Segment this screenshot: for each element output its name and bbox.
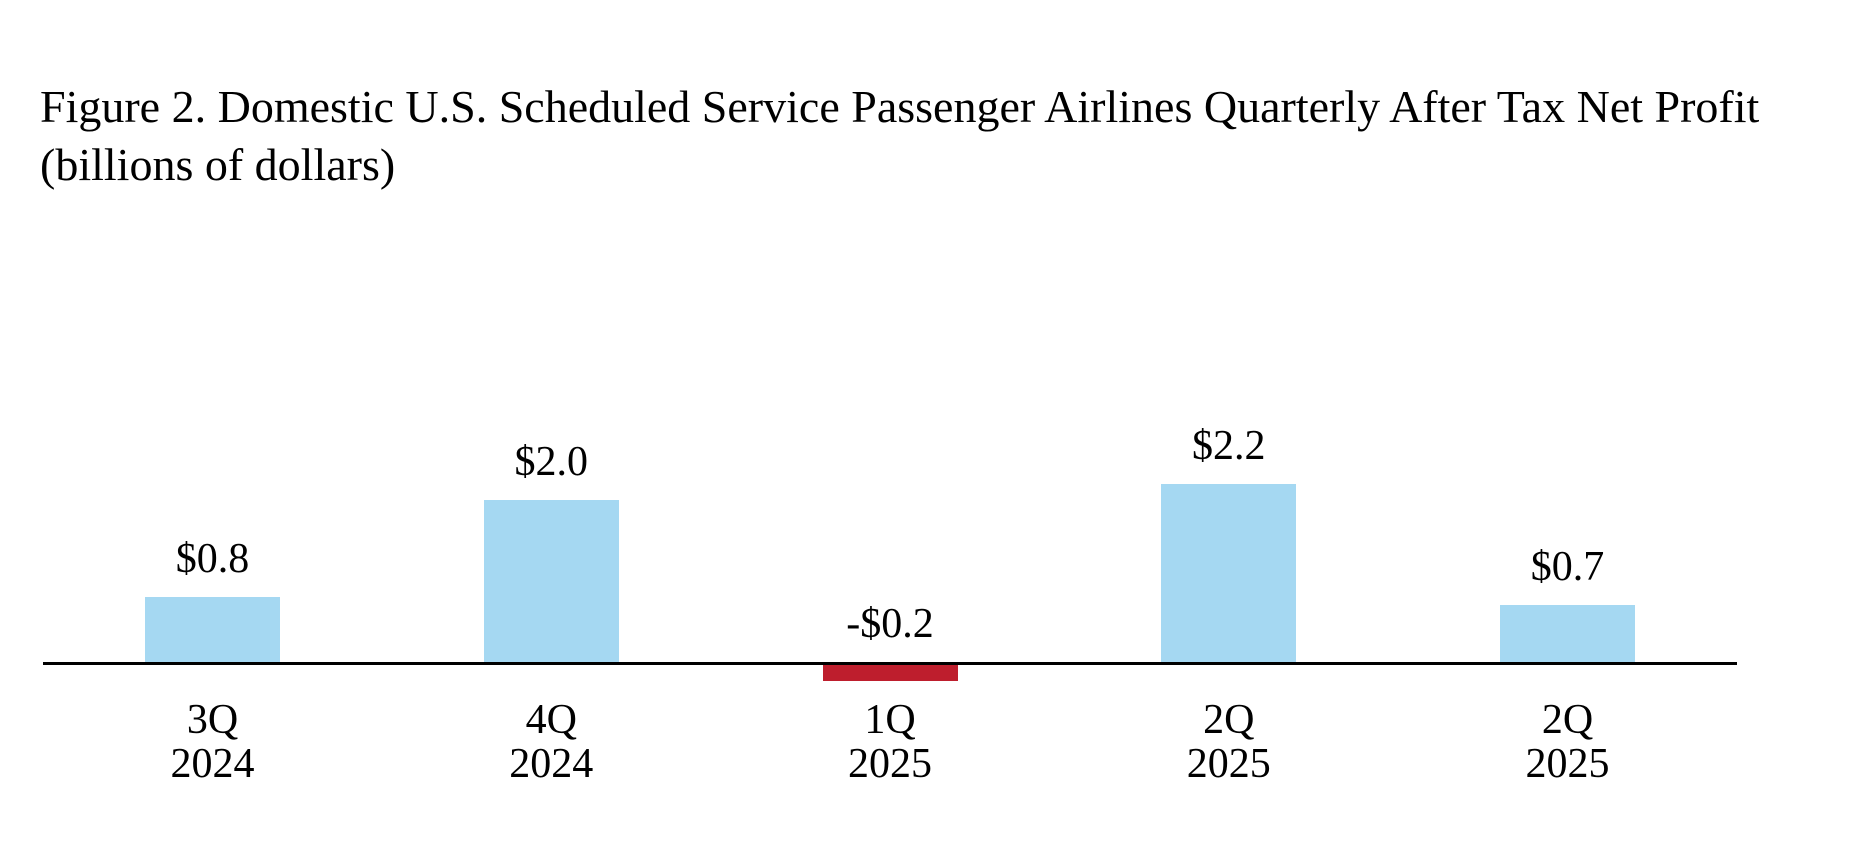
x-tick-year: 2024 — [509, 741, 594, 787]
x-tick-quarter: 1Q — [864, 697, 916, 743]
bar-4q-2024 — [483, 500, 619, 662]
value-label-2q-2025-second: $0.7 — [1530, 544, 1605, 590]
bar-2q-2025 — [1161, 484, 1297, 662]
value-label-4q-2024: $2.0 — [514, 439, 589, 485]
x-tick-label-4q-2024: 4Q 2024 — [441, 698, 661, 786]
x-tick-label-2q-2025-second: 2Q 2025 — [1458, 698, 1678, 786]
value-label-1q-2025: -$0.2 — [846, 601, 934, 647]
x-tick-quarter: 3Q — [186, 697, 239, 743]
value-label-3q-2024: $0.8 — [175, 536, 250, 582]
value-label-2q-2025: $2.2 — [1192, 423, 1266, 469]
x-tick-quarter: 2Q — [1541, 697, 1594, 743]
x-axis-line — [43, 662, 1737, 665]
bar-2q-2025-second — [1500, 605, 1635, 662]
chart-title: Figure 2. Domestic U.S. Scheduled Servic… — [40, 78, 1760, 194]
x-tick-label-2q-2025: 2Q 2025 — [1119, 698, 1339, 786]
x-tick-year: 2025 — [848, 741, 932, 787]
x-tick-label-1q-2025: 1Q 2025 — [780, 698, 1000, 786]
x-tick-year: 2025 — [1186, 741, 1271, 787]
x-tick-quarter: 4Q — [525, 697, 577, 743]
x-tick-quarter: 2Q — [1203, 697, 1255, 743]
chart-title-line-2: (billions of dollars) — [40, 139, 396, 190]
x-tick-year: 2024 — [170, 741, 255, 787]
chart-title-line-1: Figure 2. Domestic U.S. Scheduled Servic… — [40, 81, 1760, 132]
bar-1q-2025-negative — [822, 665, 958, 681]
bar-3q-2024 — [145, 597, 280, 662]
x-tick-year: 2025 — [1525, 741, 1610, 787]
x-tick-label-3q-2024: 3Q 2024 — [103, 698, 323, 786]
